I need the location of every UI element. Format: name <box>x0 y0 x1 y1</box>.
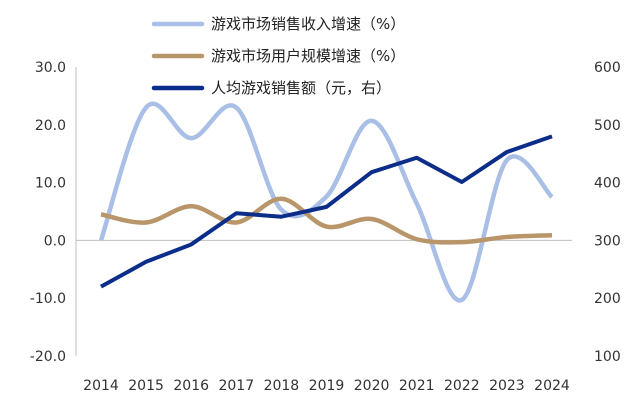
data-point <box>189 136 193 140</box>
legend-label: 游戏市场用户规模增速（%） <box>211 47 405 65</box>
data-point <box>279 197 283 201</box>
data-point <box>99 212 103 216</box>
left-tick-label: 20.0 <box>35 118 66 134</box>
right-tick-label: 300 <box>594 233 621 249</box>
data-point <box>369 217 373 221</box>
right-tick-label: 500 <box>594 118 621 134</box>
data-point <box>460 298 464 302</box>
x-axis: 2014 2015 2016 2017 2018 2019 2020 2021 2022 2023… <box>76 239 572 394</box>
data-point <box>415 237 419 241</box>
data-point <box>505 158 509 162</box>
data-point <box>505 235 509 239</box>
legend-label: 人均游戏销售额（元，右） <box>211 79 391 97</box>
left-axis: 30.0 20.0 10.0 0.0 -10.0 -20.0 <box>30 60 77 365</box>
left-tick-label: 10.0 <box>35 176 66 192</box>
data-point <box>550 195 554 199</box>
x-tick-label: 2014 <box>83 378 119 394</box>
data-point <box>99 238 103 242</box>
right-tick-label: 600 <box>594 60 621 76</box>
per-capita-sales-line <box>100 134 553 289</box>
x-tick-label: 2017 <box>218 378 254 394</box>
data-point <box>144 260 148 264</box>
right-tick-label: 400 <box>594 176 621 192</box>
series-lines <box>98 101 554 303</box>
data-point <box>324 205 328 209</box>
data-point <box>144 220 148 224</box>
legend: 游戏市场销售收入增速（%） 游戏市场用户规模增速（%） 人均游戏销售额（元，右） <box>151 15 405 97</box>
data-point <box>324 194 328 198</box>
x-tick-label: 2016 <box>173 378 209 394</box>
x-tick-label: 2021 <box>399 378 435 394</box>
x-tick-label: 2022 <box>444 378 480 394</box>
data-point <box>460 240 464 244</box>
right-tick-label: 200 <box>594 291 621 307</box>
revenue-growth-line <box>98 101 554 303</box>
data-point <box>505 150 509 154</box>
data-point <box>189 204 193 208</box>
data-point <box>550 134 554 138</box>
x-tick-label: 2015 <box>128 378 164 394</box>
data-point <box>99 284 103 288</box>
data-point <box>324 224 328 228</box>
x-tick-label: 2023 <box>489 378 525 394</box>
right-axis: 600 500 400 300 200 100 <box>594 60 621 365</box>
data-point <box>415 156 419 160</box>
data-point <box>144 105 148 109</box>
data-point <box>279 208 283 212</box>
data-point <box>234 211 238 215</box>
data-point <box>369 119 373 123</box>
right-tick-label: 100 <box>594 349 621 365</box>
left-tick-label: -10.0 <box>30 291 66 307</box>
x-tick-label: 2019 <box>309 378 345 394</box>
left-tick-label: -20.0 <box>30 349 66 365</box>
data-point <box>415 201 419 205</box>
data-point <box>460 180 464 184</box>
data-point <box>189 242 193 246</box>
data-point <box>234 220 238 224</box>
left-tick-label: 30.0 <box>35 60 66 76</box>
user-growth-line <box>100 196 553 245</box>
x-tick-label: 2024 <box>534 378 570 394</box>
x-tick-label: 2020 <box>354 378 390 394</box>
left-tick-label: 0.0 <box>44 233 66 249</box>
x-tick-label: 2018 <box>264 378 300 394</box>
legend-label: 游戏市场销售收入增速（%） <box>211 15 405 33</box>
data-point <box>279 215 283 219</box>
data-point <box>550 233 554 237</box>
data-point <box>234 105 238 109</box>
data-point <box>369 170 373 174</box>
